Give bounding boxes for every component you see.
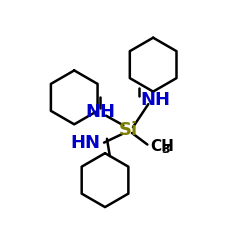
Text: NH: NH: [85, 103, 115, 121]
Text: 3: 3: [161, 143, 170, 156]
Text: HN: HN: [70, 134, 100, 152]
Text: NH: NH: [141, 91, 171, 109]
Text: CH: CH: [150, 139, 174, 154]
Text: Si: Si: [118, 121, 138, 139]
